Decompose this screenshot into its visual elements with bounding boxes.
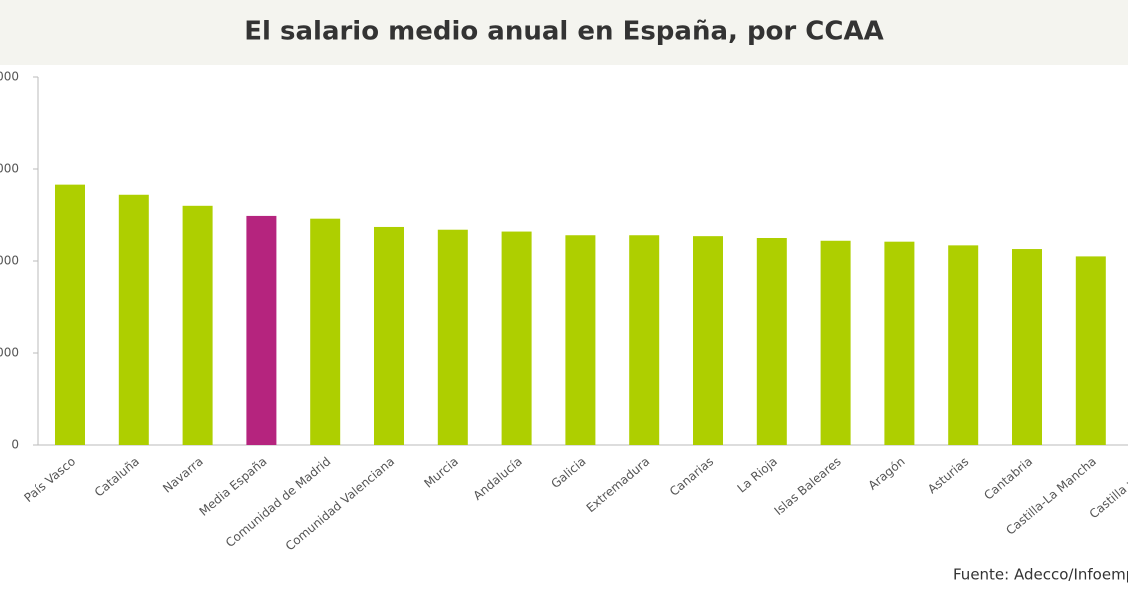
y-tick-label: 10.000 — [0, 346, 19, 360]
bar — [246, 215, 277, 445]
x-tick-label: Cantabria — [981, 454, 1035, 502]
x-tick-label: Andalucía — [471, 454, 525, 503]
x-tick-label: Canarias — [667, 454, 716, 499]
bar — [693, 236, 723, 445]
bar — [1012, 249, 1042, 445]
bar — [310, 218, 341, 445]
x-tick-label: Asturias — [925, 454, 971, 496]
y-tick-label: 30.000 — [0, 162, 19, 176]
title-band — [0, 0, 1128, 65]
bar — [565, 235, 596, 445]
bar — [501, 231, 532, 445]
x-tick-label: Aragón — [866, 454, 908, 492]
x-tick-label: Comunidad Valenciana — [283, 454, 397, 553]
bar — [55, 184, 85, 445]
bar — [374, 226, 404, 445]
x-tick-label: La Rioja — [735, 454, 780, 495]
x-tick-label: Extremadura — [584, 454, 653, 515]
x-tick-label: Cataluña — [92, 454, 142, 499]
x-tick-label: Galicia — [548, 454, 588, 491]
bar — [629, 235, 660, 445]
source: Fuente: Adecco/Infoempleo — [953, 566, 1128, 584]
chart-title: El salario medio anual en España, por CC… — [244, 17, 883, 47]
bar — [884, 241, 915, 445]
bar — [1075, 256, 1106, 445]
y-tick-label: 0 — [11, 438, 19, 452]
y-tick-label: 20.000 — [0, 254, 19, 268]
x-tick-label: Murcia — [421, 454, 461, 490]
x-tick-label: Comunidad de Madrid — [223, 454, 333, 550]
bar — [437, 229, 468, 445]
x-tick-label: Islas Baleares — [772, 454, 844, 518]
y-tick-label: 40.000 — [0, 70, 19, 84]
bar — [820, 240, 851, 445]
x-tick-label: País Vasco — [21, 454, 78, 505]
x-tick-label: Navarra — [160, 454, 206, 495]
bar — [182, 205, 213, 445]
bar — [948, 245, 979, 445]
bar — [118, 194, 149, 445]
bar — [756, 238, 787, 445]
